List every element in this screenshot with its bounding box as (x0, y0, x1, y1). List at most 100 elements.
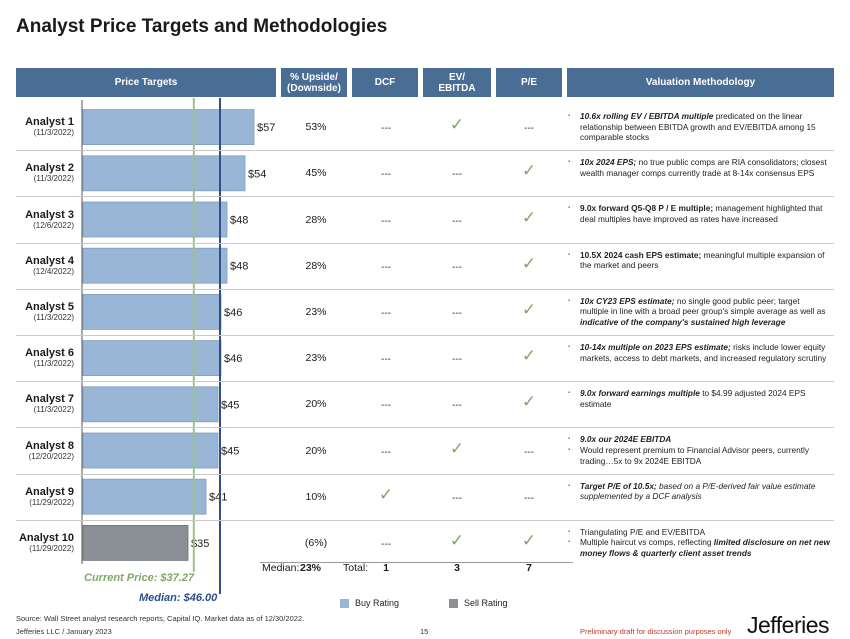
bar-8 (82, 432, 219, 469)
methodology-segment: to $4.99 adjusted 2024 EPS estimate (580, 388, 806, 409)
methodology-text: ▪ Target P/E of 10.5x; based on a P/E-der… (568, 480, 830, 502)
analyst-name: Analyst 1 (25, 116, 74, 129)
methodology-segment: Triangulating P/E and EV/EBITDA (580, 526, 706, 537)
row-divider (16, 473, 573, 475)
methodology-segment: management highlighted that deal multipl… (580, 203, 823, 224)
pe-total: 7 (526, 562, 532, 574)
jefferies-logo: Jefferies (747, 612, 830, 638)
pe-check-icon: ✓ (521, 207, 537, 227)
methodology-segment: Would represent (580, 444, 644, 455)
dcf-dash: --- (381, 446, 391, 458)
upside-value: 53% (305, 121, 327, 134)
method-divider (567, 196, 834, 198)
pe-check-icon: ✓ (521, 392, 537, 412)
pe-check-icon: ✓ (521, 346, 537, 366)
row-divider (16, 242, 573, 244)
bullet-icon: ▪ (568, 159, 571, 166)
header-ev-ebitda: EV/ EBITDA (423, 68, 491, 97)
methodology-segment: haircut vs comps (610, 537, 674, 548)
dcf-dash: --- (381, 123, 391, 135)
bar-6 (82, 340, 222, 377)
methodology-bullet: ▪ 9.0x our 2024E EBITDA (568, 434, 830, 445)
methodology-segment: 10x 2024 EPS; (580, 157, 637, 168)
analyst-date: (12/20/2022) (28, 451, 74, 461)
header-upside: % Upside/ (Downside) (281, 68, 347, 97)
ev-check-icon: ✓ (449, 115, 465, 135)
methodology-text: ▪ 10-14x multiple on 2023 EPS estimate; r… (568, 342, 830, 363)
methodology-segment: 9.0x forward earnings multiple (580, 388, 700, 399)
legend-sell-swatch (449, 598, 458, 608)
dcf-dash: --- (381, 307, 391, 319)
dcf-dash: --- (381, 400, 391, 412)
method-divider (567, 381, 834, 383)
bar-value-label-8: $45 (221, 446, 239, 458)
pe-dash: --- (524, 123, 534, 135)
analyst-name: Analyst 4 (25, 254, 74, 267)
median-price-label: Median: $46.00 (139, 592, 218, 604)
analyst-date: (11/3/2022) (33, 359, 74, 369)
dcf-dash: --- (381, 538, 391, 550)
row-divider (16, 427, 573, 429)
methodology-text: ▪ 10.5X 2024 cash EPS estimate; meaningfu… (568, 250, 830, 271)
page-title: Analyst Price Targets and Methodologies (16, 16, 388, 37)
methodology-bullet: ▪ Triangulating P/E and EV/EBITDA (568, 526, 830, 538)
bullet-icon: ▪ (568, 482, 571, 489)
legend-buy-label: Buy Rating (355, 598, 400, 608)
analyst-date: (11/29/2022) (29, 543, 74, 553)
upside-value: 28% (305, 259, 327, 272)
analyst-date: (11/3/2022) (33, 128, 74, 138)
bullet-icon: ▪ (568, 446, 571, 453)
methodology-segment: no single good public peer; target multi… (580, 295, 826, 317)
bar-value-label-1: $57 (257, 122, 275, 134)
method-divider (567, 519, 834, 521)
legend-sell-label: Sell Rating (464, 598, 508, 608)
analyst-name: Analyst 8 (25, 439, 74, 452)
bar-value-label-10: $35 (191, 538, 209, 550)
median-label: Median: (262, 562, 300, 574)
analyst-name: Analyst 2 (25, 162, 74, 175)
methodology-segment: indicative of the company's sustained hi… (580, 316, 786, 327)
methodology-text: ▪ 10x CY23 EPS estimate; no single good p… (568, 295, 830, 328)
analyst-date: (11/3/2022) (33, 174, 74, 184)
bar-value-label-2: $54 (248, 168, 266, 180)
methodology-bullet: ▪ Would represent premium to Financial Ad… (568, 444, 830, 466)
bar-value-label-4: $48 (230, 261, 248, 273)
bullet-icon: ▪ (568, 344, 571, 350)
analyst-name: Analyst 10 (18, 531, 74, 544)
bar-5 (82, 293, 222, 330)
methodology-segment: Target P/E of 10.5x; (580, 480, 657, 491)
upside-value: 23% (305, 305, 327, 318)
bar-value-label-5: $46 (224, 307, 242, 319)
header-dcf: DCF (352, 68, 418, 97)
analyst-date: (11/3/2022) (33, 405, 74, 415)
dcf-total: 1 (383, 562, 389, 574)
methodology-bullet: ▪ 9.0x forward earnings multiple to $4.99… (568, 388, 830, 409)
analyst-date: (12/4/2022) (33, 266, 74, 276)
pe-dash: --- (524, 446, 534, 458)
upside-value: 45% (305, 167, 327, 180)
bullet-icon: ▪ (568, 528, 571, 535)
ev-dash: --- (452, 400, 462, 412)
methodology-bullet: ▪ 10.6x rolling EV / EBITDA multiple pred… (568, 111, 830, 143)
bullet-icon: ▪ (568, 539, 571, 546)
analyst-date: (12/6/2022) (33, 220, 74, 230)
bullet-icon: ▪ (568, 113, 571, 119)
ev-dash: --- (452, 354, 462, 366)
methodology-bullet: ▪ 10-14x multiple on 2023 EPS estimate; r… (568, 342, 830, 363)
methodology-segment: Multiple (580, 537, 611, 548)
methodology-segment: based on a P/E-derived fair value estima… (580, 480, 816, 502)
methodology-bullet: ▪ 10x 2024 EPS; no true public comps are … (568, 157, 830, 178)
bar-4 (82, 247, 228, 284)
methodology-bullet: ▪ Multiple haircut vs comps, reflecting l… (568, 537, 830, 558)
methodology-segment: 9.0x forward Q5-Q8 P / E multiple; (580, 203, 714, 214)
methodology-text: ▪ Triangulating P/E and EV/EBITDA ▪ Multipl… (568, 526, 830, 559)
header-pe: P/E (496, 68, 562, 97)
analyst-name: Analyst 5 (25, 300, 74, 313)
dcf-dash: --- (381, 261, 391, 273)
upside-value: 20% (305, 444, 327, 457)
methodology-segment: no true public comps are RIA consolidato… (580, 157, 827, 178)
methodology-segment: risks include lower equity markets, acce… (580, 342, 827, 363)
header-methodology: Valuation Methodology (567, 68, 834, 97)
pe-check-icon: ✓ (521, 530, 537, 550)
bullet-icon: ▪ (568, 205, 571, 212)
